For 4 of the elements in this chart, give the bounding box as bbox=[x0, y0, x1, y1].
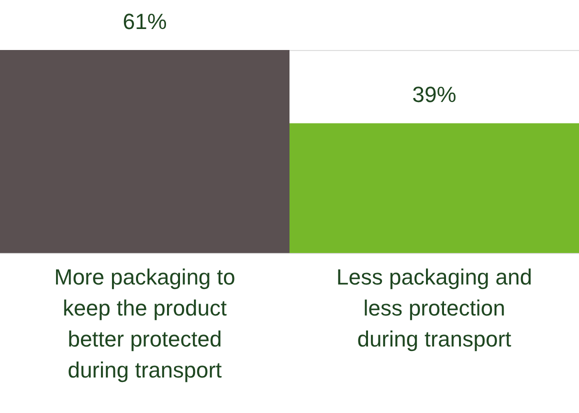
data-label: 39% bbox=[412, 82, 456, 108]
x-tick-label: Less packaging and less protection during transport bbox=[336, 264, 532, 352]
data-label: 61% bbox=[122, 9, 167, 34]
x-tick-label: More packaging to keep the product better protected during transport bbox=[54, 264, 236, 382]
